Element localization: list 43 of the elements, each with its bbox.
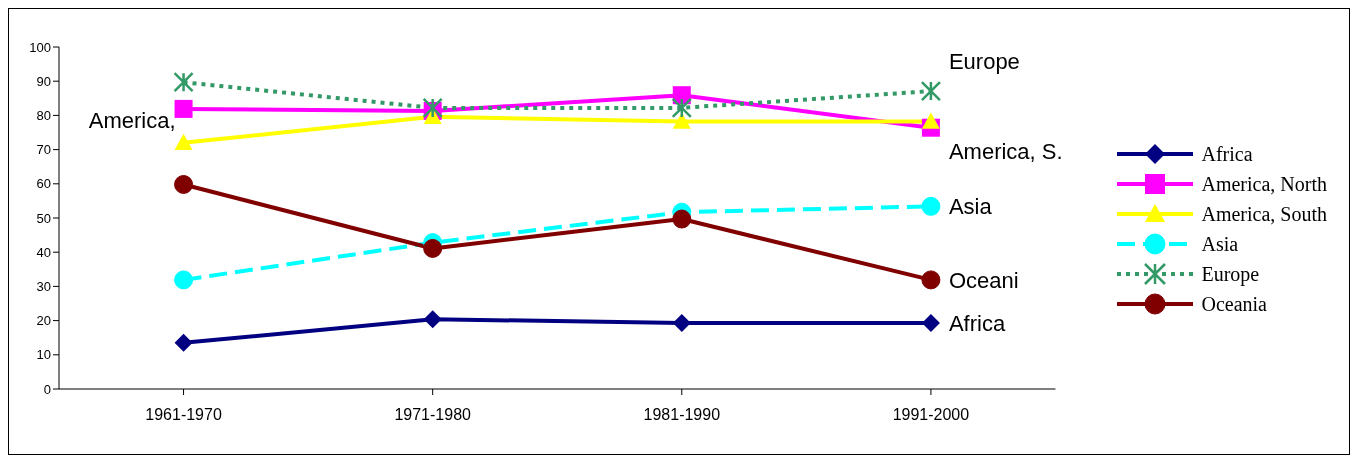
legend-label: Asia	[1201, 232, 1239, 256]
x-tick-label: 1981-1990	[643, 406, 721, 424]
point	[921, 112, 940, 129]
y-tick-label: 70	[36, 142, 51, 158]
legend-label: Oceania	[1201, 292, 1267, 316]
x-tick-label: 1991-2000	[892, 406, 970, 424]
y-tick-label: 30	[36, 279, 51, 295]
point	[672, 112, 691, 129]
annotation: America, S.	[948, 139, 1063, 165]
annotation: America,	[88, 108, 176, 134]
annotation: Oceani	[948, 267, 1019, 293]
y-tick-label: 40	[36, 244, 51, 260]
x-tick-label: 1971-1980	[394, 406, 472, 424]
point	[672, 209, 692, 229]
point	[921, 196, 941, 216]
point	[174, 133, 193, 150]
point	[173, 71, 194, 93]
point	[174, 270, 194, 290]
point	[671, 97, 693, 119]
point	[672, 313, 691, 332]
point	[921, 270, 941, 290]
y-tick-label: 10	[36, 347, 51, 363]
annotation: Europe	[948, 48, 1020, 74]
y-tick-label: 20	[36, 313, 51, 329]
y-tick-label: 100	[29, 39, 51, 55]
y-tick-label: 90	[36, 73, 51, 89]
y-tick-label: 60	[36, 176, 51, 192]
point	[174, 174, 194, 194]
y-tick-label: 80	[36, 108, 51, 124]
annotation: Asia	[948, 194, 993, 220]
legend-label: Africa	[1201, 142, 1253, 166]
legend-label: America, North	[1201, 172, 1327, 196]
y-tick-label: 50	[36, 210, 51, 226]
point	[174, 333, 193, 352]
legend-label: America, South	[1201, 202, 1327, 226]
point	[920, 80, 942, 102]
point	[423, 238, 443, 258]
point	[423, 310, 442, 329]
legend-label: Europe	[1201, 262, 1260, 286]
annotation: Africa	[948, 310, 1006, 336]
point	[174, 99, 193, 118]
y-tick-label: 0	[43, 381, 51, 397]
x-tick-label: 1961-1970	[145, 406, 222, 424]
